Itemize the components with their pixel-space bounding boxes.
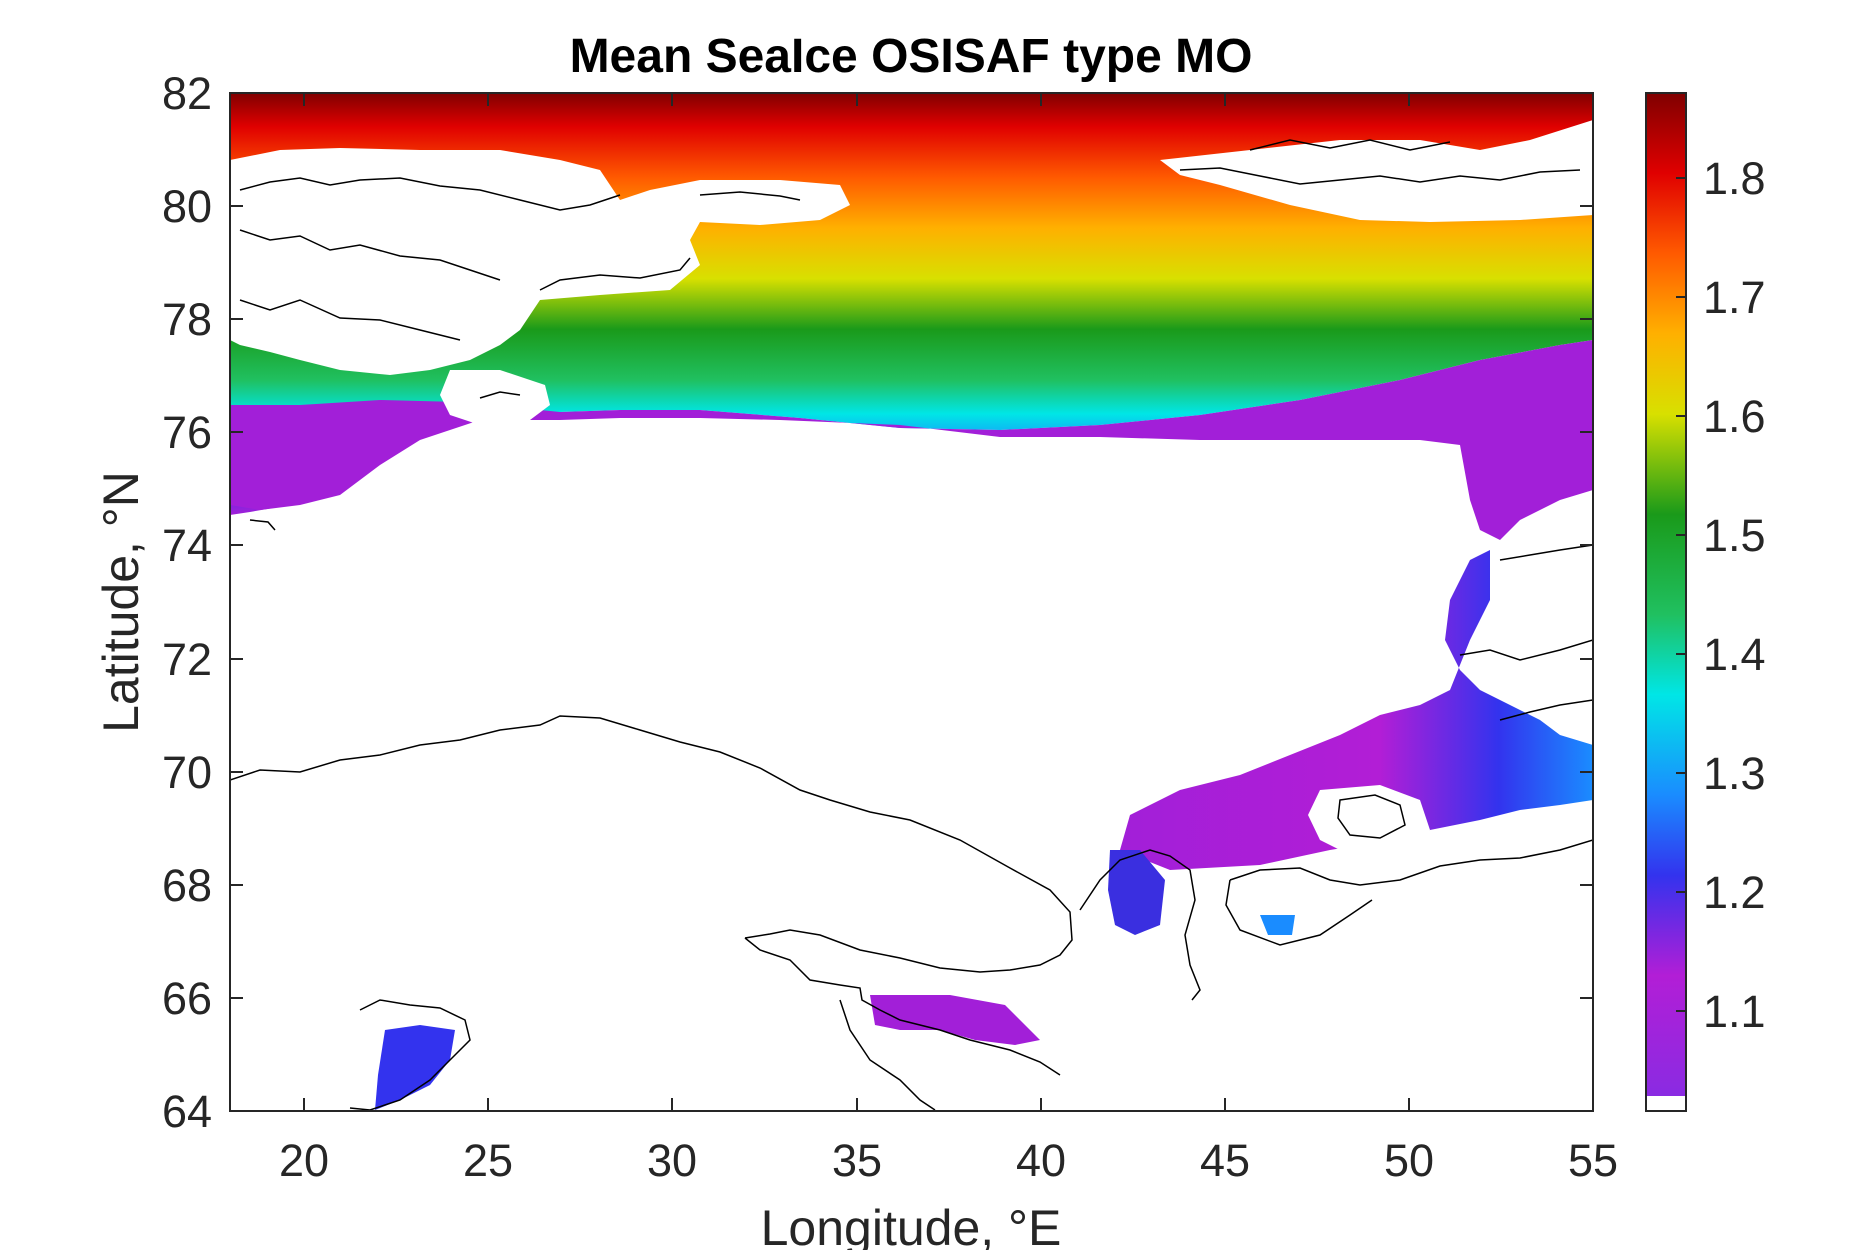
- colorbar-tick-label: 1.7: [1703, 272, 1766, 323]
- chart-title: Mean SeaIce OSISAF type MO: [570, 30, 1253, 83]
- colorbar-tick-label: 1.5: [1703, 510, 1766, 561]
- y-tick-label: 74: [162, 520, 212, 571]
- colorbar-box: [1645, 92, 1687, 1112]
- white-sea-patch: [870, 995, 1040, 1045]
- y-tick-label: 80: [162, 181, 212, 232]
- y-tick-label: 82: [162, 68, 212, 119]
- y-tick-label: 72: [162, 634, 212, 685]
- y-axis: 64 66 68 70 72 74 76 78 80 82 Latitude, …: [93, 68, 1593, 1137]
- svalbard-land: [230, 148, 850, 375]
- pechora-sea-patch: [1120, 550, 1593, 870]
- x-tick-label: 50: [1384, 1135, 1434, 1186]
- y-tick-label: 64: [162, 1086, 212, 1137]
- kanin-patch: [1108, 850, 1165, 935]
- franz-josef-land: [1160, 120, 1593, 222]
- y-tick-label: 70: [162, 747, 212, 798]
- colorbar-gradient: [1646, 93, 1686, 1096]
- colorbar: 1.1 1.2 1.3 1.4 1.5 1.6 1.7 1.8: [1645, 92, 1766, 1112]
- x-tick-marks: [303, 93, 1594, 1111]
- y-tick-label: 78: [162, 294, 212, 345]
- colorbar-tick-label: 1.4: [1703, 629, 1766, 680]
- kong-karls-land: [440, 370, 550, 425]
- plot-area: [230, 93, 1593, 1111]
- x-tick-label: 30: [647, 1135, 697, 1186]
- colorbar-tick-label: 1.8: [1703, 153, 1766, 204]
- y-tick-label: 66: [162, 973, 212, 1024]
- north-purple-fringe: [230, 340, 1593, 540]
- y-tick-label: 76: [162, 407, 212, 458]
- y-axis-label: Latitude, °N: [93, 471, 149, 733]
- colorbar-tick-label: 1.1: [1703, 986, 1766, 1037]
- coastlines: [230, 139, 1593, 1111]
- bothnia-patch: [375, 1025, 455, 1110]
- colorbar-nan-swatch: [1646, 1096, 1686, 1111]
- chesha-patch: [1260, 915, 1295, 935]
- colorbar-tick-label: 1.3: [1703, 748, 1766, 799]
- x-axis-label: Longitude, °E: [761, 1200, 1062, 1250]
- x-axis: 20 25 30 35 40 45 50 55 Longitude, °E: [279, 93, 1618, 1250]
- x-tick-label: 40: [1016, 1135, 1066, 1186]
- y-tick-marks: [230, 92, 1593, 1112]
- colorbar-tick-marks: [1676, 177, 1686, 1012]
- y-tick-label: 68: [162, 860, 212, 911]
- colorbar-tick-label: 1.2: [1703, 867, 1766, 918]
- x-tick-label: 55: [1568, 1135, 1618, 1186]
- x-tick-label: 45: [1200, 1135, 1250, 1186]
- x-tick-label: 25: [463, 1135, 513, 1186]
- heatmap-field: [230, 93, 1593, 1110]
- axes-box: [229, 92, 1594, 1112]
- kolguev-hole: [1308, 785, 1430, 855]
- colorbar-tick-label: 1.6: [1703, 391, 1766, 442]
- x-tick-label: 20: [279, 1135, 329, 1186]
- x-tick-label: 35: [832, 1135, 882, 1186]
